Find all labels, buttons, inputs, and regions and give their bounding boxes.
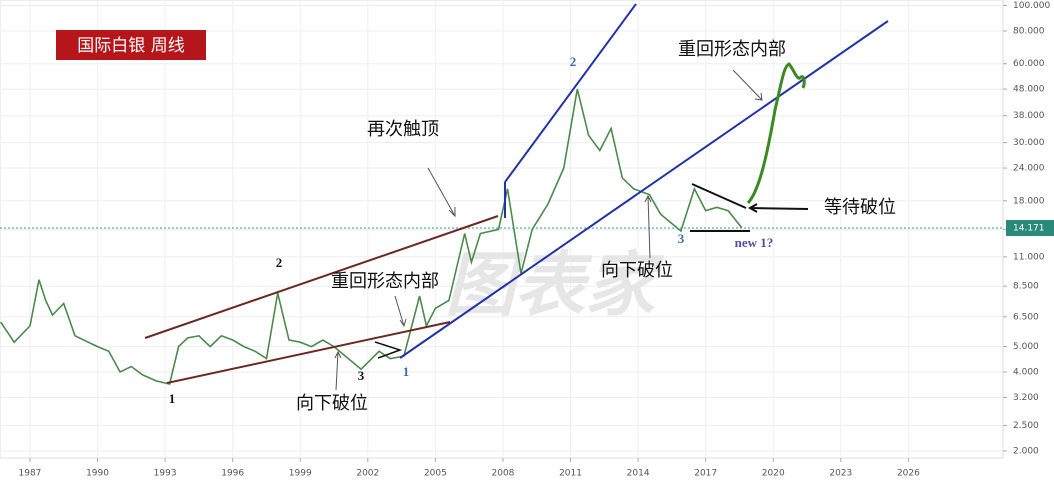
- triangle: [691, 183, 747, 209]
- annotation: new 1?: [735, 235, 774, 250]
- trend-line: [504, 3, 637, 183]
- trend-lines: [144, 3, 889, 384]
- annotation: 重回形态内部: [678, 39, 786, 60]
- y-tick-label: 100.000: [1013, 1, 1050, 11]
- x-tick-label: 1990: [86, 469, 109, 479]
- triangle: [374, 341, 403, 359]
- y-tick-label: 60.000: [1013, 59, 1045, 69]
- y-tick-label: 4.000: [1013, 368, 1039, 378]
- y-tick-label: 11.000: [1013, 252, 1045, 262]
- title-box: [56, 30, 206, 60]
- y-tick-label: 38.000: [1013, 111, 1045, 121]
- y-tick-label: 6.500: [1013, 312, 1039, 322]
- wave-label: 3: [358, 368, 365, 383]
- trend-line: [144, 215, 499, 339]
- annotation: 重回形态内部: [331, 271, 439, 292]
- arrows: [334, 69, 809, 391]
- y-tick-label: 48.000: [1013, 85, 1045, 95]
- annotation: 向下破位: [296, 393, 368, 414]
- y-tick-label: 18.000: [1013, 196, 1045, 206]
- y-tick-label: 24.000: [1013, 164, 1045, 174]
- x-tick-label: 2002: [356, 469, 379, 479]
- y-tick-label: 5.000: [1013, 342, 1039, 352]
- arrow: [732, 69, 763, 101]
- x-tick-label: 2020: [762, 469, 785, 479]
- annotation: 再次触顶: [367, 119, 439, 140]
- arrow: [334, 350, 342, 391]
- annotation: 等待破位: [824, 197, 896, 218]
- wave-label: 1: [403, 364, 410, 379]
- x-tick-label: 2023: [829, 469, 852, 479]
- x-tick-label: 1999: [289, 469, 312, 479]
- x-tick-label: 2026: [897, 469, 920, 479]
- wave-label: 2: [276, 255, 283, 270]
- wave-label: 2: [570, 54, 577, 69]
- arrow: [427, 167, 456, 218]
- y-tick-label: 2.500: [1013, 421, 1039, 431]
- trend-line: [399, 20, 889, 359]
- x-tick-label: 2008: [492, 469, 515, 479]
- y-tick-label: 80.000: [1013, 26, 1045, 36]
- x-tick-label: 1993: [154, 469, 177, 479]
- wave-label: 3: [678, 231, 685, 246]
- grid: [0, 0, 1007, 462]
- last-price-label: 14.171: [1013, 224, 1045, 234]
- x-tick-label: 1996: [221, 469, 244, 479]
- x-tick-label: 2005: [424, 469, 447, 479]
- arrow: [394, 295, 407, 328]
- x-tick-label: 2014: [627, 469, 650, 479]
- marks: [0, 88, 1003, 385]
- y-tick-label: 30.000: [1013, 138, 1045, 148]
- watermark: 图表家: [445, 244, 665, 326]
- y-tick-label: 2.000: [1013, 446, 1039, 456]
- x-tick-label: 2017: [694, 469, 717, 479]
- arrow: [644, 194, 652, 259]
- projection: [746, 62, 806, 205]
- arrow: [747, 203, 809, 213]
- y-tick-label: 8.500: [1013, 282, 1039, 292]
- chart-title: 国际白银 周线: [77, 36, 184, 56]
- wave-label: 1: [169, 391, 176, 406]
- price-line: [0, 88, 743, 385]
- y-tick-label: 3.200: [1013, 393, 1039, 403]
- x-tick-label: 2011: [559, 469, 582, 479]
- x-tick-label: 1987: [19, 469, 42, 479]
- trend-line: [166, 321, 451, 384]
- last-price-box: [1006, 220, 1054, 237]
- annotation: 向下破位: [601, 260, 673, 281]
